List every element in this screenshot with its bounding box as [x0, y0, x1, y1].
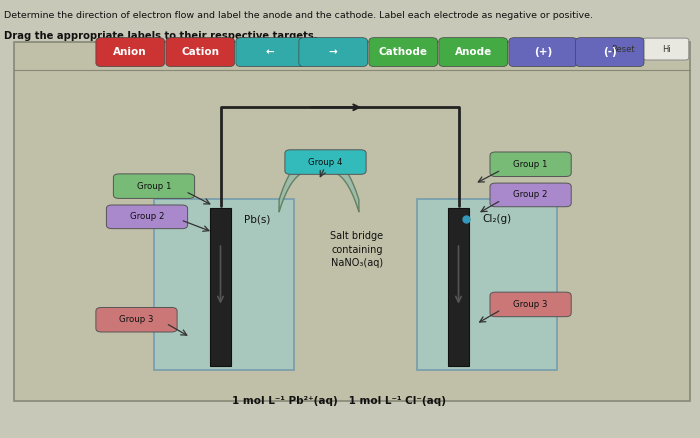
- Text: Group 4: Group 4: [308, 158, 343, 166]
- FancyBboxPatch shape: [575, 38, 644, 67]
- FancyBboxPatch shape: [490, 152, 571, 177]
- Text: Reset: Reset: [611, 45, 634, 53]
- FancyBboxPatch shape: [600, 38, 645, 60]
- Text: Group 2: Group 2: [513, 191, 548, 199]
- Text: Group 2: Group 2: [130, 212, 164, 221]
- Bar: [154, 199, 294, 370]
- Text: (-): (-): [603, 47, 617, 57]
- Text: Group 1: Group 1: [513, 160, 548, 169]
- Text: Salt bridge
containing
NaNO₃(aq): Salt bridge containing NaNO₃(aq): [330, 231, 384, 268]
- FancyBboxPatch shape: [106, 205, 188, 229]
- Text: Determine the direction of electron flow and label the anode and the cathode. La: Determine the direction of electron flow…: [4, 11, 592, 20]
- Text: ←: ←: [266, 47, 274, 57]
- FancyBboxPatch shape: [236, 38, 304, 67]
- Text: Hi: Hi: [662, 45, 671, 53]
- FancyBboxPatch shape: [490, 292, 571, 317]
- Text: Anion: Anion: [113, 47, 147, 57]
- FancyBboxPatch shape: [369, 38, 438, 67]
- Text: 1 mol L⁻¹ Pb²⁺(aq)   1 mol L⁻¹ Cl⁻(aq): 1 mol L⁻¹ Pb²⁺(aq) 1 mol L⁻¹ Cl⁻(aq): [232, 396, 447, 406]
- Bar: [210, 208, 231, 366]
- FancyBboxPatch shape: [439, 38, 507, 67]
- Text: Cl₂(g): Cl₂(g): [482, 214, 512, 224]
- Text: Group 1: Group 1: [136, 182, 172, 191]
- Bar: [416, 199, 556, 370]
- FancyBboxPatch shape: [113, 174, 195, 198]
- FancyBboxPatch shape: [643, 38, 689, 60]
- Text: Group 3: Group 3: [119, 315, 154, 324]
- Text: Group 3: Group 3: [513, 300, 548, 309]
- FancyBboxPatch shape: [299, 38, 368, 67]
- Text: Cation: Cation: [181, 47, 219, 57]
- Bar: [448, 208, 469, 366]
- Text: (+): (+): [534, 47, 552, 57]
- FancyBboxPatch shape: [166, 38, 235, 67]
- Text: Cathode: Cathode: [379, 47, 428, 57]
- Text: →: →: [329, 47, 337, 57]
- FancyBboxPatch shape: [490, 183, 571, 207]
- FancyBboxPatch shape: [96, 38, 164, 67]
- FancyBboxPatch shape: [509, 38, 578, 67]
- FancyBboxPatch shape: [14, 42, 690, 401]
- Text: Anode: Anode: [454, 47, 492, 57]
- FancyBboxPatch shape: [285, 150, 366, 174]
- Text: Drag the appropriate labels to their respective targets.: Drag the appropriate labels to their res…: [4, 31, 317, 41]
- Text: Pb(s): Pb(s): [244, 214, 271, 224]
- FancyBboxPatch shape: [96, 307, 177, 332]
